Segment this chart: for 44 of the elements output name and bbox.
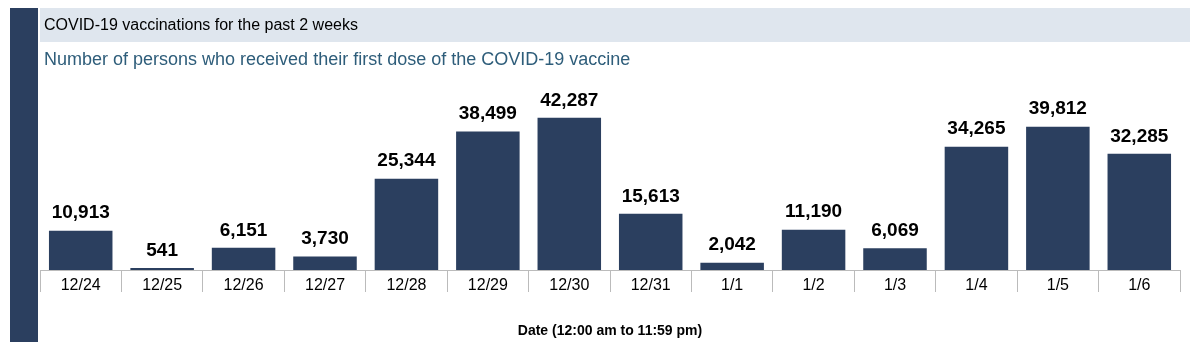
bar	[537, 117, 602, 270]
x-tick-label: 12/31	[630, 276, 671, 294]
x-tick-label: 12/30	[549, 276, 590, 294]
chart-title: COVID-19 vaccinations for the past 2 weeks	[40, 8, 1190, 42]
bar	[618, 213, 683, 270]
data-label: 32,285	[1110, 124, 1169, 146]
data-label: 11,190	[785, 200, 843, 222]
data-label: 3,730	[301, 227, 349, 249]
x-tick-label: 1/4	[965, 276, 988, 294]
bar	[1026, 126, 1090, 270]
x-tick-label: 1/6	[1128, 276, 1151, 294]
data-label: 6,069	[871, 218, 919, 240]
bar	[211, 247, 276, 270]
x-tick-label: 12/24	[60, 276, 101, 294]
bar	[456, 131, 520, 270]
x-tick-label: 1/3	[883, 276, 907, 294]
x-tick-label: 1/1	[721, 276, 744, 294]
data-label: 34,265	[947, 117, 1006, 139]
bar	[1107, 153, 1172, 270]
x-tick-label: 12/28	[386, 276, 427, 294]
data-label: 10,913	[51, 201, 110, 223]
x-axis-title: Date (12:00 am to 11:59 pm)	[517, 322, 703, 339]
x-tick-label: 12/25	[142, 276, 183, 294]
data-label: 38,499	[458, 102, 517, 124]
data-label: 541	[146, 238, 179, 260]
bar	[944, 146, 1009, 270]
bar	[781, 229, 846, 270]
x-tick-label: 12/27	[304, 276, 346, 294]
bar	[293, 256, 357, 270]
chart-subtitle: Number of persons who received their first dose of the COVID-19 vaccine	[44, 49, 631, 70]
data-label: 15,613	[621, 184, 680, 206]
data-label: 2,042	[708, 233, 756, 255]
data-label: 42,287	[540, 88, 599, 110]
x-tick-label: 1/5	[1046, 276, 1070, 294]
x-tick-label: 12/26	[223, 276, 264, 294]
data-label: 39,812	[1028, 97, 1087, 119]
bar	[700, 262, 764, 270]
data-label: 25,344	[377, 149, 436, 171]
bar	[48, 230, 113, 270]
x-tick-label: 12/29	[467, 276, 508, 294]
bar	[863, 248, 927, 270]
data-label: 6,151	[219, 218, 268, 240]
x-tick-label: 1/2	[802, 276, 825, 294]
bar	[374, 178, 439, 270]
